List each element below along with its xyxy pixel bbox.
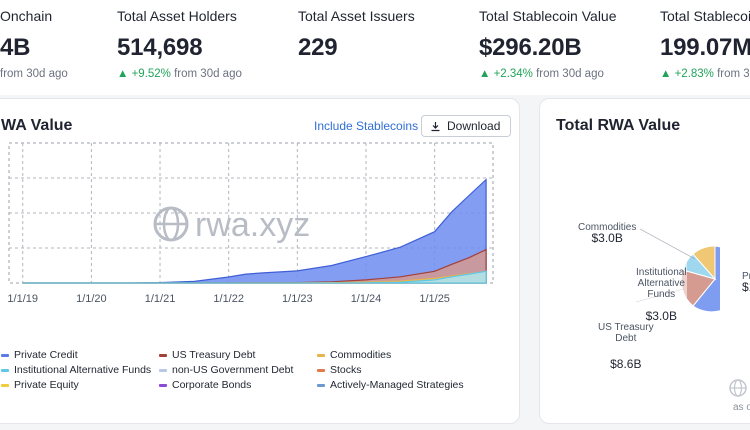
pie-title: Total RWA Value (556, 117, 681, 134)
download-button[interactable]: Download (421, 115, 512, 137)
pie-label-us-treasury: US Treasury Debt $8.6B (598, 311, 654, 381)
x-tick-label: 1/1/19 (7, 293, 38, 305)
legend-swatch (1, 353, 9, 357)
legend-item[interactable]: Commodities (317, 349, 391, 361)
legend-item[interactable]: US Treasury Debt (159, 349, 255, 361)
x-tick-label: 1/1/21 (145, 293, 176, 305)
stat-asset-holders: Total Asset Holders 514,698 ▲ +9.52% fro… (117, 8, 242, 80)
rwa-area-chart[interactable]: rwa.xyz 1/1/19 1/1/20 1/1/21 1/1/22 1/1/23 1/… (0, 137, 511, 337)
area-series-institutional-alternative-funds (22, 270, 487, 284)
stat-label: Total Asset Issuers (298, 8, 415, 24)
chart-legend: Private Credit US Treasury Debt Commodit… (0, 349, 521, 399)
pie-label-name: Pr (742, 271, 750, 282)
stat-change-text: from 30d ago (170, 68, 242, 80)
stat-change: ▲ +2.83% from 30 (660, 68, 750, 80)
stat-asset-issuers: Total Asset Issuers 229 (298, 8, 415, 62)
stat-value: $296.20B (479, 34, 582, 61)
legend-swatch (159, 383, 167, 387)
pie-label-value: $1 (742, 280, 750, 294)
pie-label-value: $3.0B (591, 231, 623, 245)
pie-footer: as o (733, 402, 750, 413)
stat-value: 514,698 (117, 34, 203, 61)
stat-change-text: from 30d ago (0, 68, 68, 80)
watermark-text: rwa.xyz (195, 206, 310, 244)
stat-change: ▲ +9.52% from 30d ago (117, 68, 242, 80)
stat-change: from 30d ago (0, 68, 68, 80)
stat-stablecoin-value: Total Stablecoin Value $296.20B ▲ +2.34%… (479, 8, 617, 80)
total-rwa-value-card: Total RWA Value Commodities $3.0B Instit… (539, 98, 750, 424)
pie-label-commodities: Commodities $3.0B (578, 222, 636, 244)
legend-item[interactable]: Corporate Bonds (159, 379, 251, 391)
legend-swatch (159, 368, 167, 372)
stat-change-text: from 30 (717, 68, 750, 80)
legend-swatch (159, 353, 167, 357)
legend-label: Private Equity (14, 379, 79, 391)
x-tick-label: 1/1/22 (213, 293, 244, 305)
legend-swatch (317, 353, 325, 357)
legend-swatch (1, 368, 9, 372)
stat-change-up: ▲ +2.83% (660, 68, 714, 80)
stats-bar: Onchain 4B from 30d ago Total Asset Hold… (0, 0, 750, 95)
x-tick-label: 1/1/24 (351, 293, 382, 305)
rwa-pie-chart[interactable] (590, 239, 720, 329)
pie-label-value: $3.0B (645, 309, 677, 323)
rwa-value-chart-card: WA Value Include Stablecoins Download rw… (0, 98, 520, 424)
stat-change-up: ▲ +9.52% (117, 68, 171, 80)
stat-change: ▲ +2.34% from 30d ago (479, 68, 617, 80)
stat-change-up: ▲ +2.34% (479, 68, 533, 80)
stat-onchain: Onchain 4B from 30d ago (0, 8, 68, 80)
globe-icon (729, 379, 747, 397)
pie-label-name: US Treasury Debt (598, 322, 654, 344)
legend-swatch (317, 368, 325, 372)
stat-value: 4B (0, 34, 31, 61)
stat-label: Total Stablecoin Value (479, 8, 617, 24)
legend-label: US Treasury Debt (172, 349, 256, 361)
include-stablecoins-toggle[interactable]: Include Stablecoins (314, 119, 419, 133)
stat-label: Total Stablecoin (660, 8, 750, 24)
x-tick-label: 1/1/23 (282, 293, 313, 305)
legend-item[interactable]: Private Credit (1, 349, 78, 361)
pie-label-name: Institutional Alternative Funds (636, 267, 687, 300)
legend-swatch (1, 383, 9, 387)
legend-item[interactable]: Actively-Managed Strategies (317, 379, 464, 391)
stat-value: 199.07M (660, 34, 750, 61)
pie-label-name: Commodities (578, 222, 637, 233)
download-icon (431, 121, 440, 131)
stat-change-text: from 30d ago (532, 68, 604, 80)
legend-item[interactable]: Institutional Alternative Funds (1, 364, 151, 376)
legend-swatch (317, 383, 325, 387)
legend-label: Institutional Alternative Funds (14, 364, 152, 376)
chart-title: WA Value (1, 117, 73, 134)
pie-label-institutional: Institutional Alternative Funds $3.0B (636, 256, 687, 333)
legend-label: Corporate Bonds (172, 379, 252, 391)
legend-item[interactable]: non-US Government Debt (159, 364, 293, 376)
legend-label: Commodities (330, 349, 392, 361)
download-label: Download (447, 119, 501, 133)
pie-label-private-credit: Pr $1 (742, 271, 750, 293)
legend-label: non-US Government Debt (172, 364, 294, 376)
x-tick-label: 1/1/25 (419, 293, 450, 305)
legend-label: Actively-Managed Strategies (330, 379, 464, 391)
stat-value: 229 (298, 34, 338, 61)
x-tick-label: 1/1/20 (76, 293, 107, 305)
legend-item[interactable]: Private Equity (1, 379, 79, 391)
pie-slice-private-credit (692, 245, 720, 313)
pie-label-value: $8.6B (610, 357, 642, 371)
legend-item[interactable]: Stocks (317, 364, 362, 376)
stat-label: Onchain (0, 8, 53, 24)
legend-label: Private Credit (14, 349, 78, 361)
pie-slice-commodities (692, 245, 716, 281)
stat-label: Total Asset Holders (117, 8, 237, 24)
stat-stablecoin-count: Total Stablecoin 199.07M ▲ +2.83% from 3… (660, 8, 750, 80)
rwa-watermark: rwa.xyz (153, 206, 310, 244)
legend-label: Stocks (330, 364, 362, 376)
